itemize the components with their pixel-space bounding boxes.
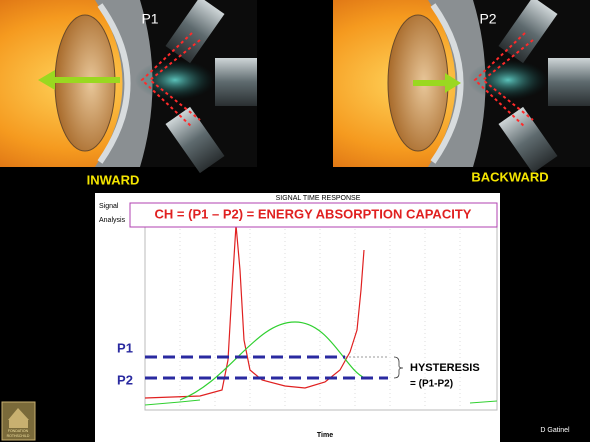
annotation: HYSTERESIS xyxy=(410,362,480,374)
light-baseline xyxy=(469,400,498,404)
credit: D Gatinel xyxy=(540,427,570,434)
annotation: = (P1-P2) xyxy=(410,379,453,390)
panel-backward: P2 xyxy=(333,0,590,173)
formula: CH = (P1 – P2) = ENERGY ABSORPTION CAPAC… xyxy=(155,206,472,221)
level-label: P2 xyxy=(117,372,133,387)
panel-caption: INWARD xyxy=(87,172,140,187)
side-label: Analysis xyxy=(99,217,126,224)
panel-inward: P1 xyxy=(0,0,257,173)
logo-text: FONDATION xyxy=(8,429,29,433)
panel-label: P2 xyxy=(479,11,496,27)
light-baseline xyxy=(144,399,201,406)
arrow-head xyxy=(38,70,55,90)
graph-panel xyxy=(95,193,500,442)
panel-label: P1 xyxy=(141,11,158,27)
arrow-head xyxy=(445,73,461,93)
logo: FONDATION ROTHSCHILD xyxy=(1,401,36,441)
panel-caption: BACKWARD xyxy=(471,169,548,184)
brace xyxy=(393,356,404,379)
formula-box xyxy=(129,202,498,228)
x-label: Time xyxy=(317,432,333,439)
level-label: P1 xyxy=(117,340,133,355)
pressure-signal xyxy=(144,224,365,399)
graph-title: SIGNAL TIME RESPONSE xyxy=(276,195,361,202)
graph: SIGNAL TIME RESPONSE Signal Analysis CH … xyxy=(95,193,500,442)
logo-text: ROTHSCHILD xyxy=(7,434,30,438)
light-signal xyxy=(179,321,366,401)
side-label: Signal xyxy=(99,203,119,210)
